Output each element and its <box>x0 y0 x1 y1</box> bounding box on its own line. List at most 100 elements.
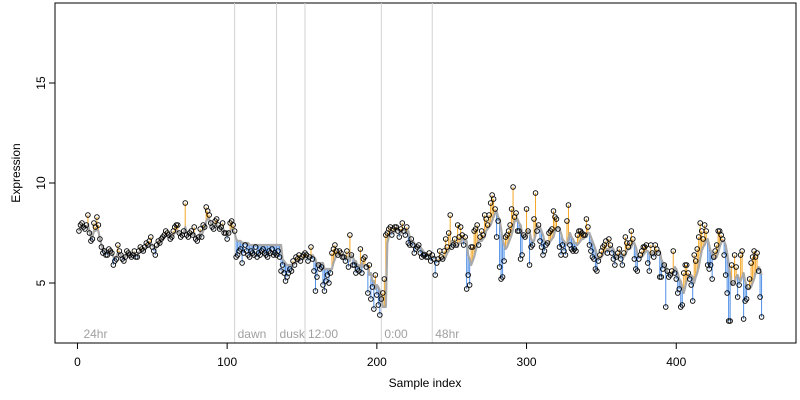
data-point <box>115 242 121 248</box>
data-point <box>496 264 503 270</box>
data-point <box>104 252 111 258</box>
data-point <box>535 222 542 228</box>
data-point <box>408 236 415 242</box>
data-point <box>311 268 317 274</box>
data-point <box>225 230 232 236</box>
data-point <box>475 242 482 248</box>
data-point <box>740 316 747 322</box>
data-point <box>538 244 545 250</box>
data-point <box>314 274 320 280</box>
data-point <box>169 234 175 240</box>
data-point <box>484 222 491 228</box>
data-point <box>736 282 742 288</box>
data-point <box>645 260 651 266</box>
data-point <box>416 242 422 248</box>
data-point <box>658 274 665 280</box>
data-point <box>758 314 765 320</box>
data-point <box>465 272 471 278</box>
data-point <box>148 234 154 240</box>
y-tick-label: 10 <box>34 176 48 190</box>
data-point <box>655 250 662 256</box>
data-point <box>564 218 570 224</box>
data-point <box>523 206 530 212</box>
data-point <box>544 240 551 246</box>
data-point <box>691 252 697 258</box>
data-point <box>555 226 561 232</box>
data-point <box>550 208 557 214</box>
data-point <box>191 224 197 230</box>
data-point <box>616 246 623 252</box>
data-point <box>122 254 129 260</box>
data-point <box>246 254 253 260</box>
data-point <box>442 236 449 242</box>
data-point <box>377 312 383 318</box>
data-point <box>85 212 91 218</box>
phase-label: 48hr <box>435 327 459 341</box>
data-point <box>673 276 679 282</box>
data-point <box>404 224 410 230</box>
data-point <box>619 262 626 268</box>
data-point <box>663 304 669 310</box>
data-point <box>634 268 641 274</box>
data-point <box>541 248 548 254</box>
data-point <box>342 258 349 264</box>
data-point <box>582 232 588 238</box>
data-point <box>526 262 533 268</box>
data-point <box>410 242 416 248</box>
data-point <box>326 280 332 286</box>
data-point <box>182 200 188 206</box>
data-point <box>724 290 730 296</box>
data-point <box>519 252 525 258</box>
data-point <box>510 184 516 190</box>
data-point <box>441 248 447 254</box>
data-point <box>275 248 281 254</box>
data-point <box>231 228 238 234</box>
data-point <box>368 296 374 302</box>
data-point <box>276 254 283 260</box>
data-point <box>269 246 275 252</box>
data-point <box>683 262 690 268</box>
data-point <box>201 224 208 230</box>
data-point <box>493 234 500 240</box>
data-point <box>174 222 181 228</box>
data-point <box>565 202 572 208</box>
y-tick-label: 5 <box>34 279 48 286</box>
data-point <box>224 236 230 242</box>
data-point <box>745 284 751 290</box>
x-tick-label: 300 <box>517 355 537 369</box>
data-point <box>701 222 708 228</box>
data-point <box>197 226 203 232</box>
data-point <box>692 258 699 264</box>
data-point <box>685 270 691 276</box>
data-point <box>439 256 446 262</box>
data-point <box>734 294 741 300</box>
data-point <box>630 236 636 242</box>
x-tick-label: 0 <box>74 355 81 369</box>
data-point <box>462 234 468 240</box>
data-point <box>432 272 438 278</box>
data-point <box>374 292 380 298</box>
data-point <box>113 256 120 262</box>
data-point <box>76 228 82 234</box>
data-point <box>651 254 657 260</box>
data-point <box>670 248 677 254</box>
phase-markers: 24hr dawn dusk 12:00 0:00 48hr <box>83 3 459 343</box>
data-point <box>447 212 453 218</box>
data-point <box>348 252 355 258</box>
data-point <box>469 244 476 250</box>
phase-label: 12:00 <box>308 327 338 341</box>
data-point <box>372 272 379 278</box>
data-point <box>586 242 593 248</box>
data-point <box>457 224 464 230</box>
data-point <box>97 236 103 242</box>
data-point <box>213 216 220 222</box>
data-point <box>222 230 229 236</box>
data-point <box>487 200 494 206</box>
data-point <box>746 276 753 282</box>
data-point <box>731 252 738 258</box>
data-point <box>492 206 498 212</box>
data-point <box>451 236 458 242</box>
data-point <box>399 220 406 226</box>
data-point <box>522 234 528 240</box>
